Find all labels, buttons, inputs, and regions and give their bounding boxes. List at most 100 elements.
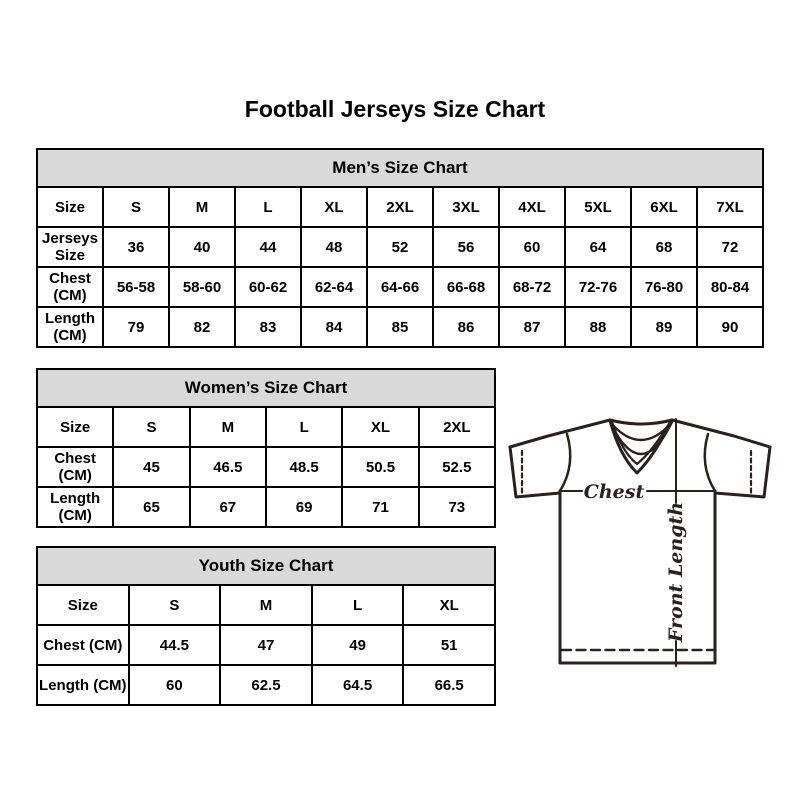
table-section-header-row: Men’s Size Chart <box>36 148 764 188</box>
value-cell: 44.5 <box>127 624 222 666</box>
value-cell: 50.5 <box>341 446 420 488</box>
womens-table-title: Women’s Size Chart <box>36 368 496 408</box>
jersey-left-cuff <box>508 445 562 499</box>
value-cell: 71 <box>341 486 420 528</box>
value-cell: XL <box>341 406 420 448</box>
value-cell: 89 <box>630 306 698 348</box>
page-title: Football Jerseys Size Chart <box>244 96 546 122</box>
row-label-cell: Chest (CM) <box>36 266 104 308</box>
row-label-cell: Size <box>36 584 130 626</box>
value-cell: 67 <box>188 486 267 528</box>
jersey-left-sleeve-seam <box>558 432 572 493</box>
value-cell: 80-84 <box>696 266 764 308</box>
value-cell: 47 <box>219 624 313 666</box>
value-cell: 2XL <box>417 406 497 448</box>
value-cell: 85 <box>366 306 434 348</box>
value-cell: S <box>112 406 191 448</box>
value-cell: M <box>219 584 313 626</box>
value-cell: XL <box>300 186 368 228</box>
value-cell: 58-60 <box>168 266 236 308</box>
table-row: Size S M L XL 2XL 3XL 4XL 5XL 6XL 7XL <box>36 186 764 228</box>
value-cell: 66.5 <box>402 664 496 706</box>
value-cell: 52 <box>366 226 434 268</box>
jersey-right-shoulder <box>670 418 772 449</box>
value-cell: M <box>168 186 236 228</box>
mens-size-table: Men’s Size Chart Size S M L XL 2XL 3XL 4XL 5XL 6X… <box>36 148 764 348</box>
value-cell: 72 <box>696 226 764 268</box>
table-row: Size S M L XL 2XL <box>35 406 497 448</box>
value-cell: 62.5 <box>219 664 313 706</box>
value-cell: 3XL <box>432 186 500 228</box>
value-cell: 46.5 <box>188 446 267 488</box>
value-cell: 64 <box>564 226 632 268</box>
row-label-cell: Jerseys Size <box>36 226 104 268</box>
value-cell: L <box>234 186 302 228</box>
jersey-body-outline <box>558 489 717 665</box>
jersey-right-cuff <box>713 445 772 499</box>
youth-table-title: Youth Size Chart <box>36 546 496 586</box>
value-cell: 82 <box>168 306 236 348</box>
table-section-header-row: Youth Size Chart <box>36 546 496 586</box>
value-cell: 68 <box>630 226 698 268</box>
value-cell: 72-76 <box>564 266 632 308</box>
jersey-vneck-inner <box>610 420 672 466</box>
value-cell: 6XL <box>630 186 698 228</box>
womens-size-table: Women’s Size Chart Size S M L XL 2XL Chest (CM… <box>35 368 497 528</box>
value-cell: M <box>188 406 267 448</box>
value-cell: 7XL <box>696 186 764 228</box>
row-label-cell: Chest (CM) <box>35 446 115 488</box>
value-cell: 68-72 <box>498 266 566 308</box>
value-cell: 64-66 <box>366 266 434 308</box>
table-row: Length (CM) 79 82 83 84 85 86 87 88 89 90 <box>36 306 764 348</box>
value-cell: S <box>127 584 222 626</box>
value-cell: L <box>264 406 344 448</box>
value-cell: 48.5 <box>264 446 344 488</box>
value-cell: 66-68 <box>432 266 500 308</box>
mens-table-title: Men’s Size Chart <box>36 148 764 188</box>
value-cell: L <box>310 584 405 626</box>
youth-size-table: Youth Size Chart Size S M L XL Chest (CM) 44.5… <box>36 546 496 706</box>
jersey-right-sleeve-seam <box>703 432 717 493</box>
value-cell: 45 <box>112 446 191 488</box>
value-cell: 4XL <box>498 186 566 228</box>
table-section-header-row: Women’s Size Chart <box>36 368 496 408</box>
value-cell: 40 <box>168 226 236 268</box>
value-cell: 5XL <box>564 186 632 228</box>
value-cell: 60 <box>498 226 566 268</box>
value-cell: 88 <box>564 306 632 348</box>
table-row: Chest (CM) 56-58 58-60 60-62 62-64 64-66 66-68… <box>36 266 764 308</box>
row-label-cell: Length (CM) <box>36 306 104 348</box>
table-row: Size S M L XL <box>36 584 496 626</box>
value-cell: 60-62 <box>234 266 302 308</box>
value-cell: 90 <box>696 306 764 348</box>
value-cell: 51 <box>402 624 496 666</box>
value-cell: 73 <box>417 486 497 528</box>
value-cell: 62-64 <box>300 266 368 308</box>
value-cell: 49 <box>310 624 405 666</box>
jersey-neck-opening <box>608 418 674 426</box>
value-cell: XL <box>402 584 496 626</box>
value-cell: 64.5 <box>310 664 405 706</box>
value-cell: 65 <box>112 486 191 528</box>
value-cell: 83 <box>234 306 302 348</box>
row-label-cell: Size <box>35 406 115 448</box>
table-row: Chest (CM) 44.5 47 49 51 <box>36 624 496 666</box>
value-cell: 84 <box>300 306 368 348</box>
row-label-cell: Length (CM) <box>35 486 115 528</box>
value-cell: 76-80 <box>630 266 698 308</box>
value-cell: 56 <box>432 226 500 268</box>
chest-label: Chest <box>584 481 645 503</box>
value-cell: 69 <box>264 486 344 528</box>
jersey-left-shoulder <box>508 418 612 449</box>
value-cell: 52.5 <box>417 446 497 488</box>
row-label-cell: Size <box>36 186 104 228</box>
value-cell: 86 <box>432 306 500 348</box>
table-row: Jerseys Size 36 40 44 48 52 56 60 64 68 72 <box>36 226 764 268</box>
row-label-cell: Length (CM) <box>36 664 130 706</box>
value-cell: 56-58 <box>102 266 170 308</box>
value-cell: 60 <box>127 664 222 706</box>
row-label-cell: Chest (CM) <box>36 624 130 666</box>
table-row: Chest (CM) 45 46.5 48.5 50.5 52.5 <box>35 446 497 488</box>
value-cell: 79 <box>102 306 170 348</box>
jersey-measurement-diagram: Chest Front Length <box>508 418 772 667</box>
